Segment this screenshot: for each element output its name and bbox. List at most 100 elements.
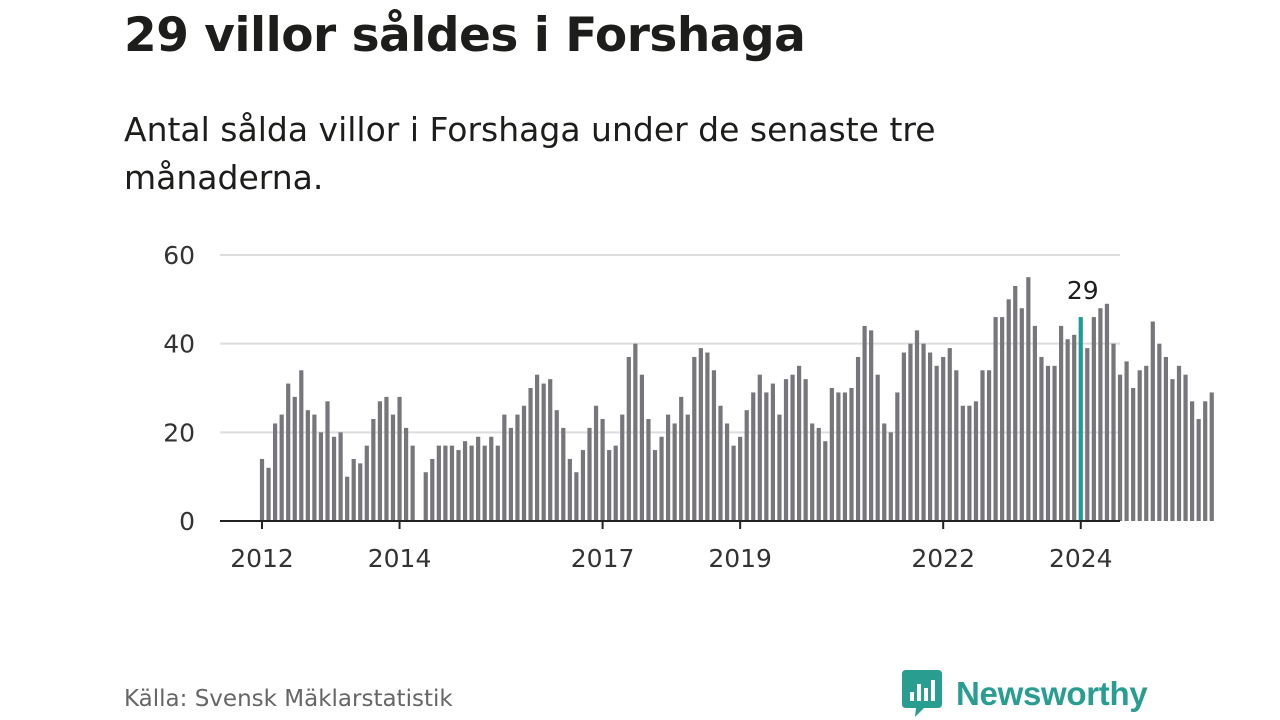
bar (646, 419, 651, 521)
bars (259, 277, 1214, 521)
bar (299, 370, 304, 521)
brand-name: Newsworthy (956, 675, 1148, 712)
newsworthy-logo[interactable]: Newsworthy (902, 670, 1148, 718)
bar (1117, 374, 1123, 521)
bar (698, 348, 703, 521)
bar (823, 441, 828, 521)
bar (279, 414, 284, 521)
bar (672, 423, 677, 521)
bar (508, 427, 513, 521)
x-tick-label: 2012 (230, 544, 294, 573)
bar (980, 370, 985, 521)
bar (286, 383, 291, 521)
y-tick-label: 60 (163, 241, 195, 270)
bar-chart: 0 20 40 60 2012 2014 2017 2019 2022 2024 29 (163, 241, 1214, 573)
bar (593, 405, 599, 521)
bar (797, 365, 802, 521)
bar (986, 370, 992, 521)
bar (1039, 356, 1044, 521)
bar (659, 436, 664, 521)
bar (1144, 365, 1149, 521)
bar (875, 374, 880, 521)
bar (528, 388, 533, 521)
bar (869, 330, 874, 521)
bar (842, 392, 848, 521)
bar (626, 356, 631, 521)
bar (993, 317, 998, 521)
bar (620, 414, 625, 521)
bar (652, 450, 658, 521)
bar (515, 414, 520, 521)
bar (888, 432, 893, 521)
bar (436, 445, 441, 521)
bar (430, 458, 435, 521)
bar (397, 396, 402, 521)
bar-highlight (1078, 317, 1083, 521)
bar (1209, 392, 1214, 521)
bar (679, 396, 684, 521)
bar (404, 427, 409, 521)
highlight-data-label: 29 (1067, 276, 1099, 305)
bar (1013, 286, 1018, 521)
bar (364, 445, 369, 521)
bar (770, 383, 775, 521)
bar (1091, 317, 1096, 521)
bar (469, 445, 474, 521)
bar (757, 374, 762, 521)
bar (502, 414, 507, 521)
bar (901, 352, 906, 521)
newsworthy-logo-icon (902, 670, 942, 717)
bar (1098, 308, 1103, 521)
bar (613, 445, 618, 521)
bar (1137, 370, 1142, 521)
x-tick-label: 2017 (571, 544, 635, 573)
bar (849, 388, 854, 521)
bar (816, 427, 821, 521)
bar (1019, 308, 1024, 521)
bar (1085, 348, 1090, 521)
bar (744, 410, 749, 521)
bar (783, 379, 789, 521)
bar (462, 441, 468, 521)
y-tick-label: 0 (179, 507, 195, 536)
bar (574, 472, 579, 521)
bar (908, 343, 913, 521)
bar (862, 325, 867, 521)
bar (1006, 299, 1011, 521)
source-note: Källa: Svensk Mäklarstatistik (124, 686, 453, 712)
bar (371, 419, 376, 521)
bar (1032, 325, 1037, 521)
bar (738, 436, 743, 521)
bar (541, 383, 546, 521)
bar (1000, 317, 1005, 521)
bar (914, 330, 920, 521)
bar (685, 414, 690, 521)
bar (1196, 419, 1201, 521)
bar (790, 374, 795, 521)
bar (705, 352, 710, 521)
bar (895, 392, 900, 521)
bar (318, 432, 324, 521)
bar (921, 343, 926, 521)
bar (777, 414, 782, 521)
bar (548, 379, 553, 521)
bar (384, 396, 389, 521)
bar (1072, 334, 1077, 521)
bar (495, 445, 500, 521)
bar (973, 401, 979, 521)
bar (554, 410, 559, 521)
bar (882, 423, 887, 521)
y-axis-ticks: 0 20 40 60 (163, 241, 195, 536)
bar (751, 392, 756, 521)
bar (803, 379, 808, 521)
bar (521, 405, 527, 521)
x-tick-label: 2019 (708, 544, 772, 573)
bar (423, 472, 428, 521)
x-tick-label: 2014 (368, 544, 432, 573)
bar (954, 370, 959, 521)
bar (1163, 356, 1168, 521)
bar (266, 467, 271, 521)
bar (967, 405, 972, 521)
bar (567, 458, 572, 521)
bar (338, 432, 343, 521)
